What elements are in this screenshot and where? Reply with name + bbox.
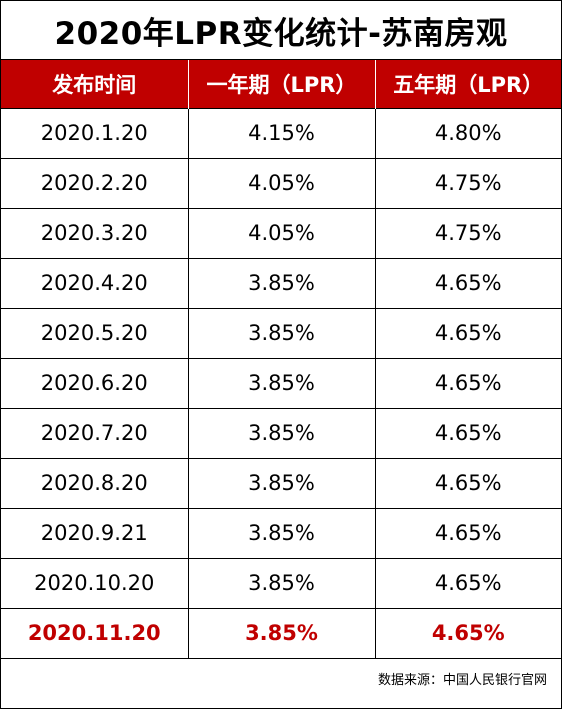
- cell-one-year-lpr: 3.85%: [187, 607, 375, 659]
- cell-one-year-lpr: 3.85%: [187, 507, 375, 558]
- cell-five-year-lpr: 4.65%: [374, 357, 561, 408]
- cell-five-year-lpr: 4.65%: [374, 557, 561, 608]
- header-one-year-lpr: 一年期（LPR）: [187, 60, 375, 108]
- table-row: 2020.3.20 4.05% 4.75%: [1, 207, 561, 258]
- cell-five-year-lpr: 4.65%: [374, 407, 561, 458]
- cell-one-year-lpr: 4.15%: [187, 107, 375, 158]
- cell-release-date: 2020.3.20: [1, 207, 188, 258]
- table-row: 2020.7.20 3.85% 4.65%: [1, 407, 561, 458]
- table-row: 2020.10.20 3.85% 4.65%: [1, 557, 561, 608]
- cell-release-date: 2020.10.20: [1, 557, 188, 608]
- cell-release-date: 2020.8.20: [1, 457, 188, 508]
- table-row: 2020.1.20 4.15% 4.80%: [1, 107, 561, 158]
- cell-release-date: 2020.7.20: [1, 407, 188, 458]
- lpr-table: 发布时间 一年期（LPR） 五年期（LPR） 2020.1.20 4.15% 4.8…: [1, 60, 561, 659]
- cell-one-year-lpr: 4.05%: [187, 207, 375, 258]
- cell-five-year-lpr: 4.65%: [374, 257, 561, 308]
- cell-one-year-lpr: 4.05%: [187, 157, 375, 208]
- cell-release-date: 2020.9.21: [1, 507, 188, 558]
- cell-release-date: 2020.5.20: [1, 307, 188, 358]
- table-row: 2020.9.21 3.85% 4.65%: [1, 507, 561, 558]
- cell-five-year-lpr: 4.65%: [374, 607, 561, 659]
- cell-one-year-lpr: 3.85%: [187, 307, 375, 358]
- cell-release-date: 2020.6.20: [1, 357, 188, 408]
- cell-five-year-lpr: 4.65%: [374, 307, 561, 358]
- cell-one-year-lpr: 3.85%: [187, 457, 375, 508]
- cell-one-year-lpr: 3.85%: [187, 257, 375, 308]
- page-title: 2020年LPR变化统计-苏南房观: [1, 1, 561, 60]
- cell-release-date: 2020.1.20: [1, 107, 188, 158]
- cell-release-date: 2020.2.20: [1, 157, 188, 208]
- cell-five-year-lpr: 4.65%: [374, 507, 561, 558]
- data-source-note: 数据来源：中国人民银行官网: [377, 673, 547, 688]
- cell-one-year-lpr: 3.85%: [187, 407, 375, 458]
- cell-one-year-lpr: 3.85%: [187, 557, 375, 608]
- header-release-date: 发布时间: [1, 60, 188, 108]
- table-row: 2020.4.20 3.85% 4.65%: [1, 257, 561, 308]
- cell-five-year-lpr: 4.65%: [374, 457, 561, 508]
- cell-five-year-lpr: 4.75%: [374, 157, 561, 208]
- cell-release-date: 2020.11.20: [1, 607, 188, 659]
- table-header-row: 发布时间 一年期（LPR） 五年期（LPR）: [1, 60, 561, 108]
- table-row: 2020.2.20 4.05% 4.75%: [1, 157, 561, 208]
- cell-five-year-lpr: 4.80%: [374, 107, 561, 158]
- cell-five-year-lpr: 4.75%: [374, 207, 561, 258]
- cell-one-year-lpr: 3.85%: [187, 357, 375, 408]
- table-row: 2020.8.20 3.85% 4.65%: [1, 457, 561, 508]
- cell-release-date: 2020.4.20: [1, 257, 188, 308]
- table-row: 2020.11.20 3.85% 4.65%: [1, 607, 561, 659]
- table-row: 2020.5.20 3.85% 4.65%: [1, 307, 561, 358]
- header-five-year-lpr: 五年期（LPR）: [374, 60, 561, 108]
- table-body: 2020.1.20 4.15% 4.80% 2020.2.20 4.05% 4.75% 20…: [1, 107, 561, 659]
- table-row: 2020.6.20 3.85% 4.65%: [1, 357, 561, 408]
